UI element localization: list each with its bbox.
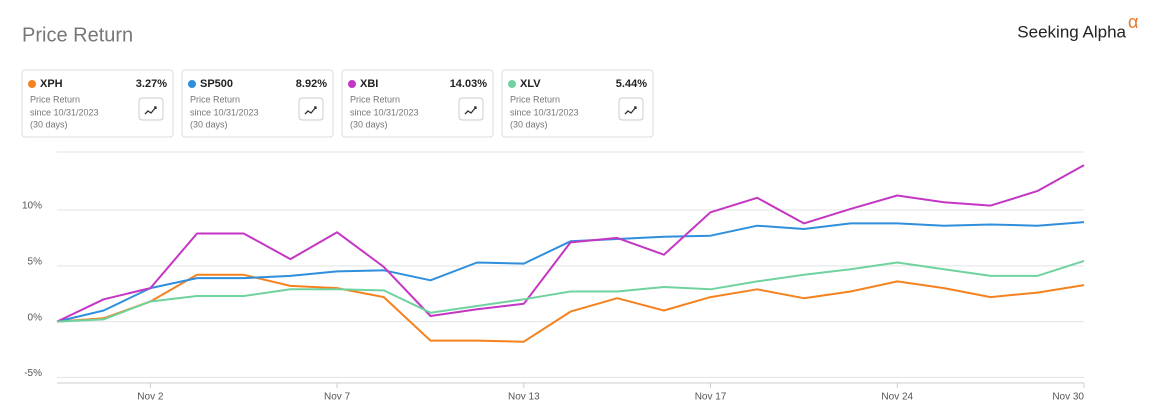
card-subtitle: Price Return [30, 94, 80, 104]
card-period: (30 days) [190, 119, 228, 129]
chart-button[interactable] [618, 97, 644, 121]
x-tick-label: Nov 13 [508, 392, 540, 403]
card-box [21, 69, 174, 138]
card-box [501, 69, 654, 138]
series-line [56, 221, 1085, 323]
x-tick-label: Nov 17 [695, 392, 727, 403]
button-icon [624, 106, 637, 115]
y-tick-label: -5% [24, 368, 42, 379]
legend-card: XLV 5.44% Price Return since 10/31/2023 (30 … [501, 69, 654, 138]
card-period: (30 days) [30, 119, 68, 129]
legend-return: 5.44% [616, 78, 647, 90]
y-tick-label: 5% [28, 256, 43, 267]
card-period: (30 days) [350, 119, 388, 129]
chart-title: Price Return [22, 24, 133, 46]
card-box [181, 69, 334, 138]
x-tick-label: Nov 2 [137, 392, 164, 403]
y-tick-label: 0% [28, 312, 43, 323]
button-box [618, 97, 644, 121]
button-icon [464, 106, 477, 115]
legend-name: XLV [520, 78, 541, 90]
card-subtitle: Price Return [350, 94, 400, 104]
legend-card: XBI 14.03% Price Return since 10/31/2023 (30… [341, 69, 494, 138]
legend-name: XBI [360, 78, 378, 90]
legend-return: 8.92% [296, 78, 327, 90]
button-box [458, 97, 484, 121]
legend-dot [188, 80, 196, 88]
legend-dot [508, 80, 516, 88]
x-tick-label: Nov 30 [1052, 392, 1084, 403]
legend-name: SP500 [200, 78, 233, 90]
brand: Seeking Alpha [1017, 22, 1126, 41]
chart-button[interactable] [138, 97, 164, 121]
card-since: since 10/31/2023 [510, 107, 579, 117]
legend-card: SP500 8.92% Price Return since 10/31/2023 (3… [181, 69, 334, 138]
card-since: since 10/31/2023 [30, 107, 99, 117]
y-tick-label: 10% [22, 201, 42, 212]
button-icon [304, 106, 317, 115]
series-line [56, 273, 1085, 343]
brand-mark: α [1128, 12, 1138, 32]
button-box [298, 97, 324, 121]
chart-button[interactable] [458, 97, 484, 121]
card-subtitle: Price Return [190, 94, 240, 104]
card-box [341, 69, 494, 138]
legend-card: XPH 3.27% Price Return since 10/31/2023 (30 … [21, 69, 174, 138]
card-since: since 10/31/2023 [350, 107, 419, 117]
legend-name: XPH [40, 78, 63, 90]
legend-return: 3.27% [136, 78, 167, 90]
x-tick-label: Nov 24 [881, 392, 913, 403]
card-since: since 10/31/2023 [190, 107, 259, 117]
legend-dot [348, 80, 356, 88]
card-subtitle: Price Return [510, 94, 560, 104]
button-icon [144, 106, 157, 115]
legend-dot [28, 80, 36, 88]
chart-button[interactable] [298, 97, 324, 121]
series-line [56, 259, 1085, 323]
series-line [56, 164, 1085, 323]
card-period: (30 days) [510, 119, 548, 129]
button-box [138, 97, 164, 121]
legend-return: 14.03% [450, 78, 488, 90]
x-tick-label: Nov 7 [324, 392, 351, 403]
